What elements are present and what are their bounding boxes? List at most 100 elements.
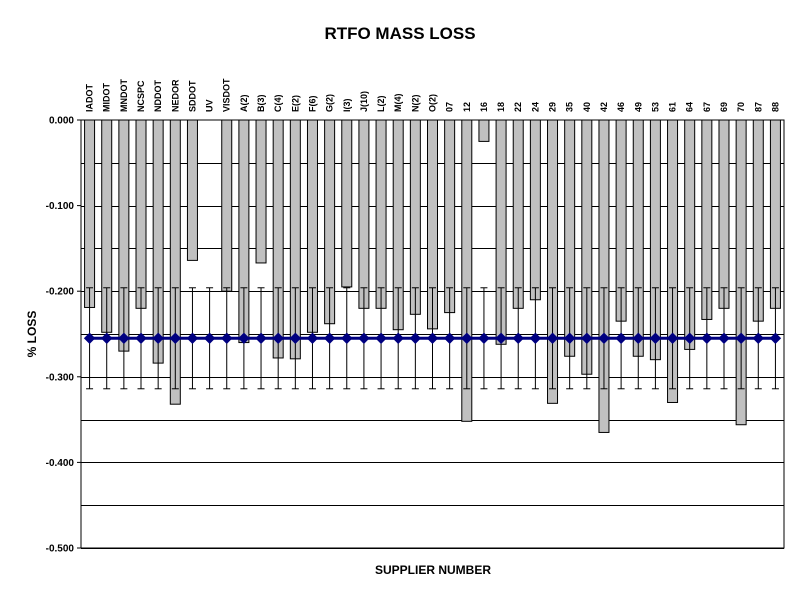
x-category-label: 24 <box>530 102 540 112</box>
x-category-label: F(6) <box>307 96 317 113</box>
bar <box>461 119 473 422</box>
bar <box>718 119 730 309</box>
mean-marker <box>203 332 216 344</box>
y-tick-label: -0.100 <box>46 201 75 212</box>
mean-marker <box>135 332 147 344</box>
mean-marker <box>306 332 319 344</box>
x-category-label: 18 <box>496 102 506 112</box>
mean-marker <box>581 332 593 344</box>
bar <box>409 119 421 315</box>
chart-title: RTFO MASS LOSS <box>324 24 475 43</box>
mean-marker <box>289 332 302 344</box>
bar <box>547 119 559 404</box>
x-category-label: VISDOT <box>222 78 232 112</box>
x-category-label: 64 <box>685 102 695 112</box>
mean-marker <box>101 332 113 344</box>
bar <box>769 119 781 309</box>
x-category-label: 67 <box>702 102 712 112</box>
mean-marker <box>221 332 233 344</box>
x-category-label: E(2) <box>290 95 300 112</box>
y-tick-label: 0.000 <box>49 116 74 127</box>
x-category-label: IADOT <box>85 84 95 113</box>
mean-marker <box>443 332 456 344</box>
bar <box>667 119 679 403</box>
x-category-label: N(2) <box>410 94 420 112</box>
mean-marker <box>666 332 679 344</box>
mean-marker <box>426 332 439 344</box>
y-tick-label: -0.200 <box>46 287 75 298</box>
bar <box>512 119 524 309</box>
mean-marker <box>529 332 542 344</box>
bar <box>478 119 490 142</box>
bar <box>529 119 541 301</box>
mean-marker <box>461 332 473 344</box>
x-category-label: MNDOT <box>119 79 129 112</box>
x-category-label: L(2) <box>376 96 386 113</box>
mean-marker <box>358 332 370 344</box>
x-category-label: 88 <box>770 102 780 112</box>
mean-marker <box>701 332 713 344</box>
x-category-label: 12 <box>462 102 472 112</box>
mean-marker <box>718 332 730 344</box>
x-category-label: UV <box>205 99 215 112</box>
bar <box>186 119 198 261</box>
x-category-label: 42 <box>599 102 609 112</box>
x-category-label: 40 <box>582 102 592 112</box>
mean-marker <box>341 332 353 344</box>
bar <box>598 119 610 433</box>
y-axis-title: % LOSS <box>25 311 39 358</box>
y-tick-labels: 0.000 -0.100 -0.200 -0.300 -0.400 -0.500 <box>46 116 75 555</box>
mean-marker <box>83 332 96 344</box>
x-category-label: SDDOT <box>187 80 197 112</box>
mean-marker <box>683 332 696 344</box>
x-category-label: 35 <box>565 102 575 112</box>
bar <box>444 119 456 314</box>
x-category-labels: IADOT MIDOT MNDOT NCSPC NDDOT NEDOR SDDOT UV VIS… <box>85 78 781 112</box>
mean-marker <box>323 332 336 344</box>
x-axis-title: SUPPLIER NUMBER <box>375 563 491 577</box>
mean-marker <box>169 332 182 344</box>
bar <box>135 119 147 309</box>
mean-marker <box>272 332 284 344</box>
x-category-label: 16 <box>479 102 489 112</box>
mean-marker <box>375 332 387 344</box>
mean-marker <box>752 332 764 344</box>
bar <box>255 119 267 264</box>
y-tick-label: -0.300 <box>46 372 75 383</box>
x-category-label: NCSPC <box>136 80 146 112</box>
x-category-label: J(10) <box>359 91 369 112</box>
x-category-label: 87 <box>753 102 763 112</box>
mean-marker <box>546 332 559 344</box>
x-category-label: NEDOR <box>170 79 180 112</box>
bar <box>341 119 353 288</box>
x-category-label: NDDOT <box>153 80 163 112</box>
x-category-label: O(2) <box>428 94 438 112</box>
mean-marker <box>615 332 627 344</box>
x-category-label: 70 <box>736 102 746 112</box>
mean-marker <box>512 332 524 344</box>
mean-marker <box>392 332 404 344</box>
mean-marker <box>409 332 422 344</box>
mean-marker <box>495 332 507 344</box>
y-tick-label: -0.500 <box>46 544 75 555</box>
bar-series <box>84 119 781 433</box>
mean-marker <box>632 332 644 344</box>
x-category-label: B(3) <box>256 94 266 112</box>
x-category-label: 07 <box>445 102 455 112</box>
mean-marker <box>478 332 490 344</box>
x-category-label: 49 <box>633 102 643 112</box>
mean-marker <box>238 332 250 344</box>
mean-marker <box>649 332 662 344</box>
x-category-label: 61 <box>668 102 678 112</box>
mean-marker <box>563 332 576 344</box>
x-category-label: C(4) <box>273 94 283 112</box>
x-category-label: 22 <box>513 102 523 112</box>
mean-marker <box>735 332 747 344</box>
mean-marker <box>152 332 164 344</box>
mean-marker <box>118 332 130 344</box>
mean-marker <box>769 332 782 344</box>
x-category-label: 46 <box>616 102 626 112</box>
bar <box>169 119 181 405</box>
axes <box>77 119 81 549</box>
